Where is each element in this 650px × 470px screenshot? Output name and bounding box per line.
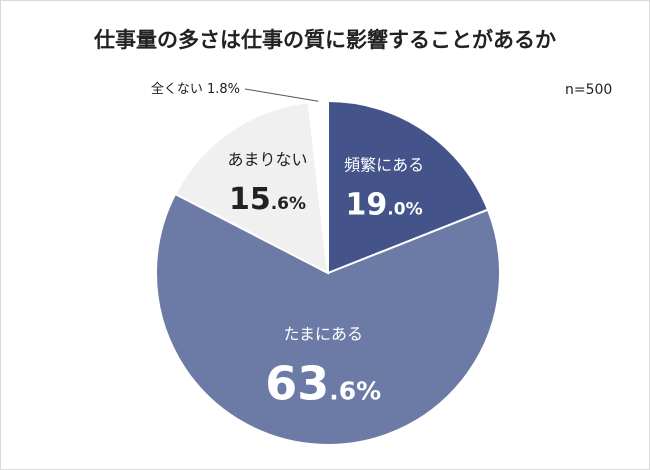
slice-label: 頻繁にある [344, 155, 424, 174]
slice-value-label: 63.6% [265, 356, 381, 410]
outside-slice-label: 全くない 1.8% [151, 81, 240, 97]
pie-slice-3 [173, 100, 330, 275]
sample-size-label: n=500 [565, 82, 613, 98]
slice-value-label: 15.6% [229, 182, 306, 217]
pie-slice-2 [155, 192, 501, 446]
leader-line [244, 88, 319, 102]
slice-label: たまにある [283, 324, 363, 343]
pie-slice-4 [307, 99, 329, 274]
slice-label: あまりない [227, 150, 307, 169]
slice-value-label: 19.0% [346, 187, 423, 222]
pie-slice-1 [327, 99, 490, 275]
chart-title: 仕事量の多さは仕事の質に影響することがあるか [94, 28, 556, 52]
